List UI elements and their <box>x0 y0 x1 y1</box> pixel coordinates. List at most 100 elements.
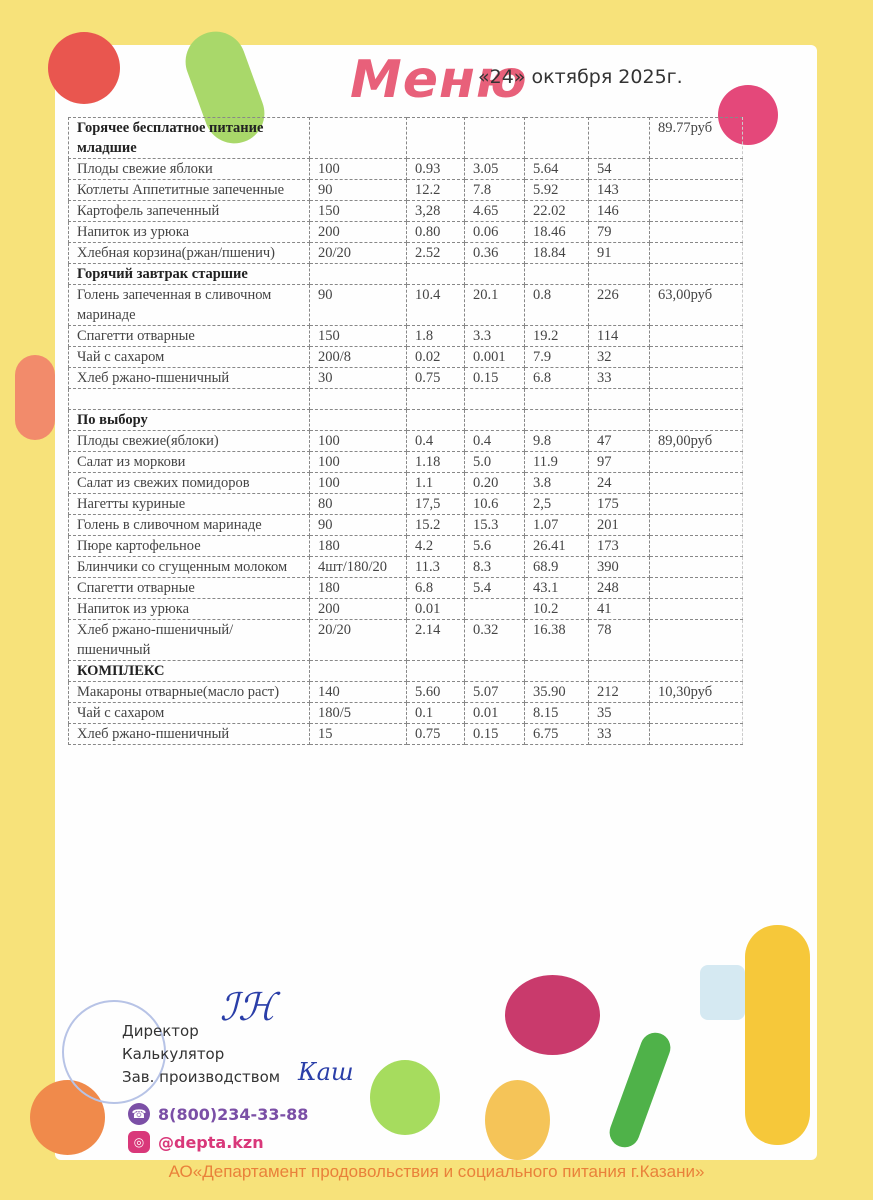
menu-table: Горячее бесплатное питание младшие 89.77р… <box>68 117 743 745</box>
fat: 8.3 <box>464 556 525 578</box>
instagram-icon: ◎ <box>128 1131 150 1153</box>
menu-item-row: Плоды свежие(яблоки) 100 0.4 0.4 9.8 47 89,00р… <box>68 430 743 452</box>
menu-item-row: Плоды свежие яблоки 100 0.93 3.05 5.64 54 <box>68 158 743 180</box>
carbs: 18.46 <box>524 221 589 243</box>
phone-contact: ☎ 8(800)234-33-88 <box>128 1103 308 1125</box>
protein: 6.8 <box>406 577 465 599</box>
portion: 180 <box>309 535 407 557</box>
dish-name: Салат из моркови <box>68 451 310 473</box>
price: 10,30руб <box>649 681 743 703</box>
dish-name: Хлеб ржано-пшеничный/пшеничный <box>68 619 310 661</box>
fat: 3.3 <box>464 325 525 347</box>
director-label: Директор <box>122 1022 199 1040</box>
fat: 0.32 <box>464 619 525 661</box>
price <box>649 451 743 473</box>
instagram-contact: ◎ @depta.kzn <box>128 1131 264 1153</box>
fat: 5.07 <box>464 681 525 703</box>
carbs: 16.38 <box>524 619 589 661</box>
production-signature: Каш <box>298 1058 354 1086</box>
menu-item-row: Нагетты куриные 80 17,5 10.6 2,5 175 <box>68 493 743 515</box>
menu-item-row: Напиток из урюка 200 0.01 10.2 41 <box>68 598 743 620</box>
menu-item-row: Голень запеченная в сливочном маринаде 90… <box>68 284 743 326</box>
portion: 140 <box>309 681 407 703</box>
portion: 80 <box>309 493 407 515</box>
dish-name: Хлеб ржано-пшеничный <box>68 367 310 389</box>
dish-name <box>68 388 310 410</box>
price <box>649 535 743 557</box>
calories: 390 <box>588 556 650 578</box>
portion <box>309 388 407 410</box>
menu-item-row: Картофель запеченный 150 3,28 4.65 22.02 146 <box>68 200 743 222</box>
price <box>649 221 743 243</box>
menu-item-row: Чай с сахаром 200/8 0.02 0.001 7.9 32 <box>68 346 743 368</box>
production-label: Зав. производством <box>122 1068 281 1086</box>
empty-cell <box>309 409 407 431</box>
portion: 30 <box>309 367 407 389</box>
menu-item-row: Макароны отварные(масло раст) 140 5.60 5.07… <box>68 681 743 703</box>
calories: 79 <box>588 221 650 243</box>
portion: 4шт/180/20 <box>309 556 407 578</box>
portion: 20/20 <box>309 242 407 264</box>
dish-name: Спагетти отварные <box>68 577 310 599</box>
menu-item-row: Голень в сливочном маринаде 90 15.2 15.3 1.0… <box>68 514 743 536</box>
portion: 90 <box>309 179 407 201</box>
portion: 200 <box>309 598 407 620</box>
price <box>649 367 743 389</box>
section-header-row: КОМПЛЕКС <box>68 660 743 682</box>
fat: 5.6 <box>464 535 525 557</box>
banana-illustration <box>745 925 810 1145</box>
pear-illustration <box>485 1080 550 1160</box>
calories: 47 <box>588 430 650 452</box>
price <box>649 346 743 368</box>
section-header-row: Горячее бесплатное питание младшие 89.77р… <box>68 117 743 159</box>
dish-name: Напиток из урюка <box>68 221 310 243</box>
empty-cell <box>588 660 650 682</box>
dish-name: Плоды свежие яблоки <box>68 158 310 180</box>
dish-name: Чай с сахаром <box>68 346 310 368</box>
menu-item-row: Салат из свежих помидоров 100 1.1 0.20 3.8 24 <box>68 472 743 494</box>
carbs: 6.8 <box>524 367 589 389</box>
carbs: 8.15 <box>524 702 589 724</box>
empty-cell <box>406 263 465 285</box>
stamp-illustration <box>62 1000 166 1104</box>
protein: 1.1 <box>406 472 465 494</box>
instagram-handle: @depta.kzn <box>158 1132 264 1152</box>
fat: 0.06 <box>464 221 525 243</box>
portion: 200/8 <box>309 346 407 368</box>
fat: 15.3 <box>464 514 525 536</box>
portion: 180/5 <box>309 702 407 724</box>
phone-number: 8(800)234-33-88 <box>158 1104 309 1124</box>
portion: 20/20 <box>309 619 407 661</box>
price <box>649 158 743 180</box>
protein: 0.75 <box>406 367 465 389</box>
fat: 20.1 <box>464 284 525 326</box>
portion: 100 <box>309 451 407 473</box>
price <box>649 598 743 620</box>
portion: 100 <box>309 430 407 452</box>
empty-cell <box>464 117 525 159</box>
dish-name: Напиток из урюка <box>68 598 310 620</box>
dish-name: Картофель запеченный <box>68 200 310 222</box>
portion: 200 <box>309 221 407 243</box>
section-price <box>649 263 743 285</box>
carbs: 9.8 <box>524 430 589 452</box>
menu-item-row: Пюре картофельное 180 4.2 5.6 26.41 173 <box>68 535 743 557</box>
menu-item-row: Салат из моркови 100 1.18 5.0 11.9 97 <box>68 451 743 473</box>
section-price <box>649 409 743 431</box>
carbs: 26.41 <box>524 535 589 557</box>
carbs: 22.02 <box>524 200 589 222</box>
empty-cell <box>406 660 465 682</box>
empty-cell <box>464 660 525 682</box>
empty-cell <box>524 117 589 159</box>
protein: 17,5 <box>406 493 465 515</box>
fat: 4.65 <box>464 200 525 222</box>
dish-name: Пюре картофельное <box>68 535 310 557</box>
dish-name: Чай с сахаром <box>68 702 310 724</box>
empty-cell <box>524 409 589 431</box>
empty-cell <box>406 117 465 159</box>
carbs: 35.90 <box>524 681 589 703</box>
fat <box>464 388 525 410</box>
calories: 41 <box>588 598 650 620</box>
protein: 10.4 <box>406 284 465 326</box>
footer-organization: АО«Департамент продовольствия и социальн… <box>168 1162 705 1181</box>
